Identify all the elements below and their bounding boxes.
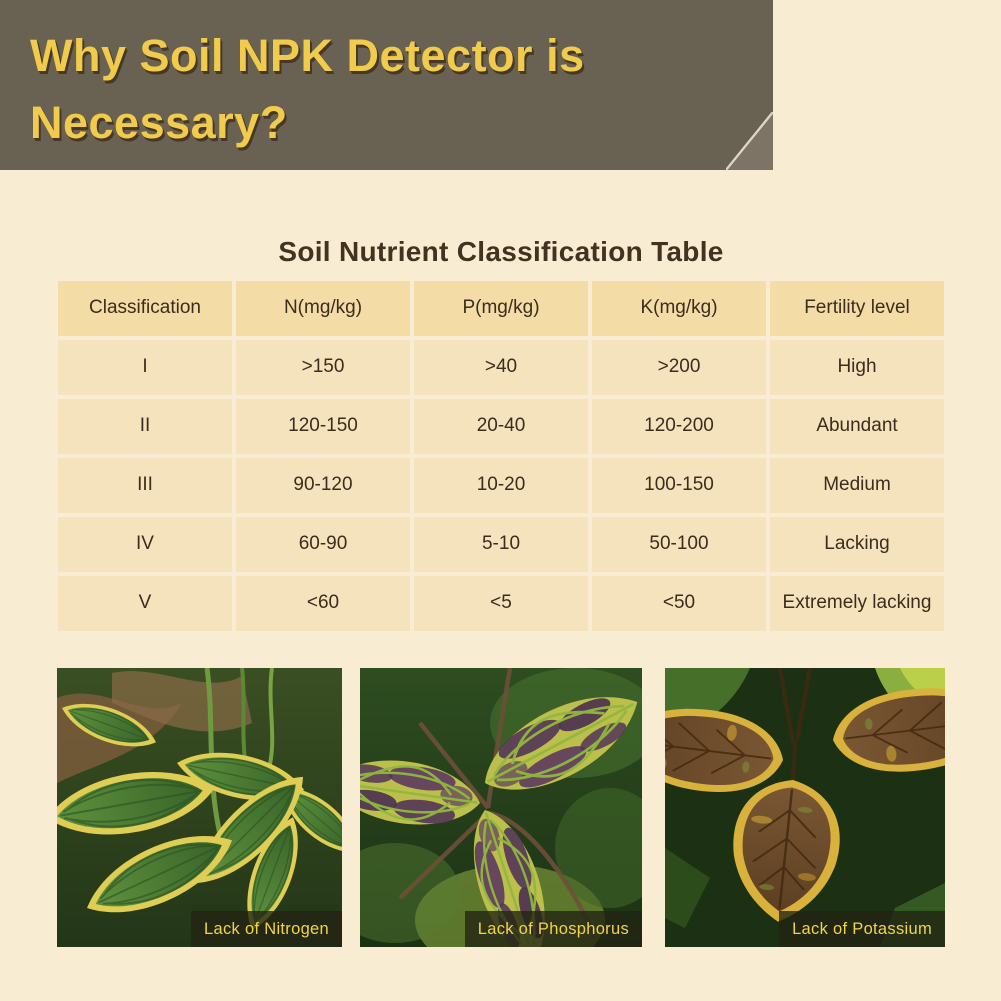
table-cell: 10-20 <box>414 458 588 513</box>
nutrient-table: Classification N(mg/kg) P(mg/kg) K(mg/kg… <box>58 281 944 631</box>
photo-lack-of-nitrogen: Lack of Nitrogen <box>57 668 342 947</box>
photo-lack-of-phosphorus: Lack of Phosphorus <box>360 668 642 947</box>
photo-caption: Lack of Phosphorus <box>464 911 642 947</box>
photo-caption: Lack of Nitrogen <box>191 911 342 947</box>
table-cell: 20-40 <box>414 399 588 454</box>
phosphorus-leaf-illustration <box>360 668 642 947</box>
table-cell: <5 <box>414 576 588 631</box>
banner-title: Why Soil NPK Detector is Necessary? <box>30 22 585 156</box>
table-header-cell: K(mg/kg) <box>592 281 766 336</box>
table-cell: >40 <box>414 340 588 395</box>
photo-lack-of-potassium: Lack of Potassium <box>665 668 945 947</box>
table-cell: IV <box>58 517 232 572</box>
table-cell: >200 <box>592 340 766 395</box>
table-cell: Medium <box>770 458 944 513</box>
folded-corner-decoration <box>726 112 773 170</box>
table-cell: 50-100 <box>592 517 766 572</box>
nitrogen-leaf-illustration <box>57 668 342 947</box>
photo-caption: Lack of Potassium <box>779 911 945 947</box>
table-cell: 90-120 <box>236 458 410 513</box>
table-cell: 60-90 <box>236 517 410 572</box>
table-cell: Abundant <box>770 399 944 454</box>
table-cell: Extremely lacking <box>770 576 944 631</box>
table-cell: >150 <box>236 340 410 395</box>
table-header-cell: Classification <box>58 281 232 336</box>
table-header-cell: Fertility level <box>770 281 944 336</box>
table-cell: 5-10 <box>414 517 588 572</box>
banner-title-line2: Necessary? <box>30 97 288 148</box>
table-title: Soil Nutrient Classification Table <box>278 236 724 267</box>
table-cell: Lacking <box>770 517 944 572</box>
table-cell: 100-150 <box>592 458 766 513</box>
table-cell: 120-150 <box>236 399 410 454</box>
table-cell: III <box>58 458 232 513</box>
table-cell: V <box>58 576 232 631</box>
table-cell: 120-200 <box>592 399 766 454</box>
header-banner: Why Soil NPK Detector is Necessary? <box>0 0 773 170</box>
potassium-leaf-illustration <box>665 668 945 947</box>
banner-title-line1: Why Soil NPK Detector is <box>30 30 585 81</box>
table-cell: <60 <box>236 576 410 631</box>
table-cell: <50 <box>592 576 766 631</box>
table-cell: II <box>58 399 232 454</box>
table-cell: High <box>770 340 944 395</box>
table-cell: I <box>58 340 232 395</box>
table-header-cell: N(mg/kg) <box>236 281 410 336</box>
table-header-cell: P(mg/kg) <box>414 281 588 336</box>
